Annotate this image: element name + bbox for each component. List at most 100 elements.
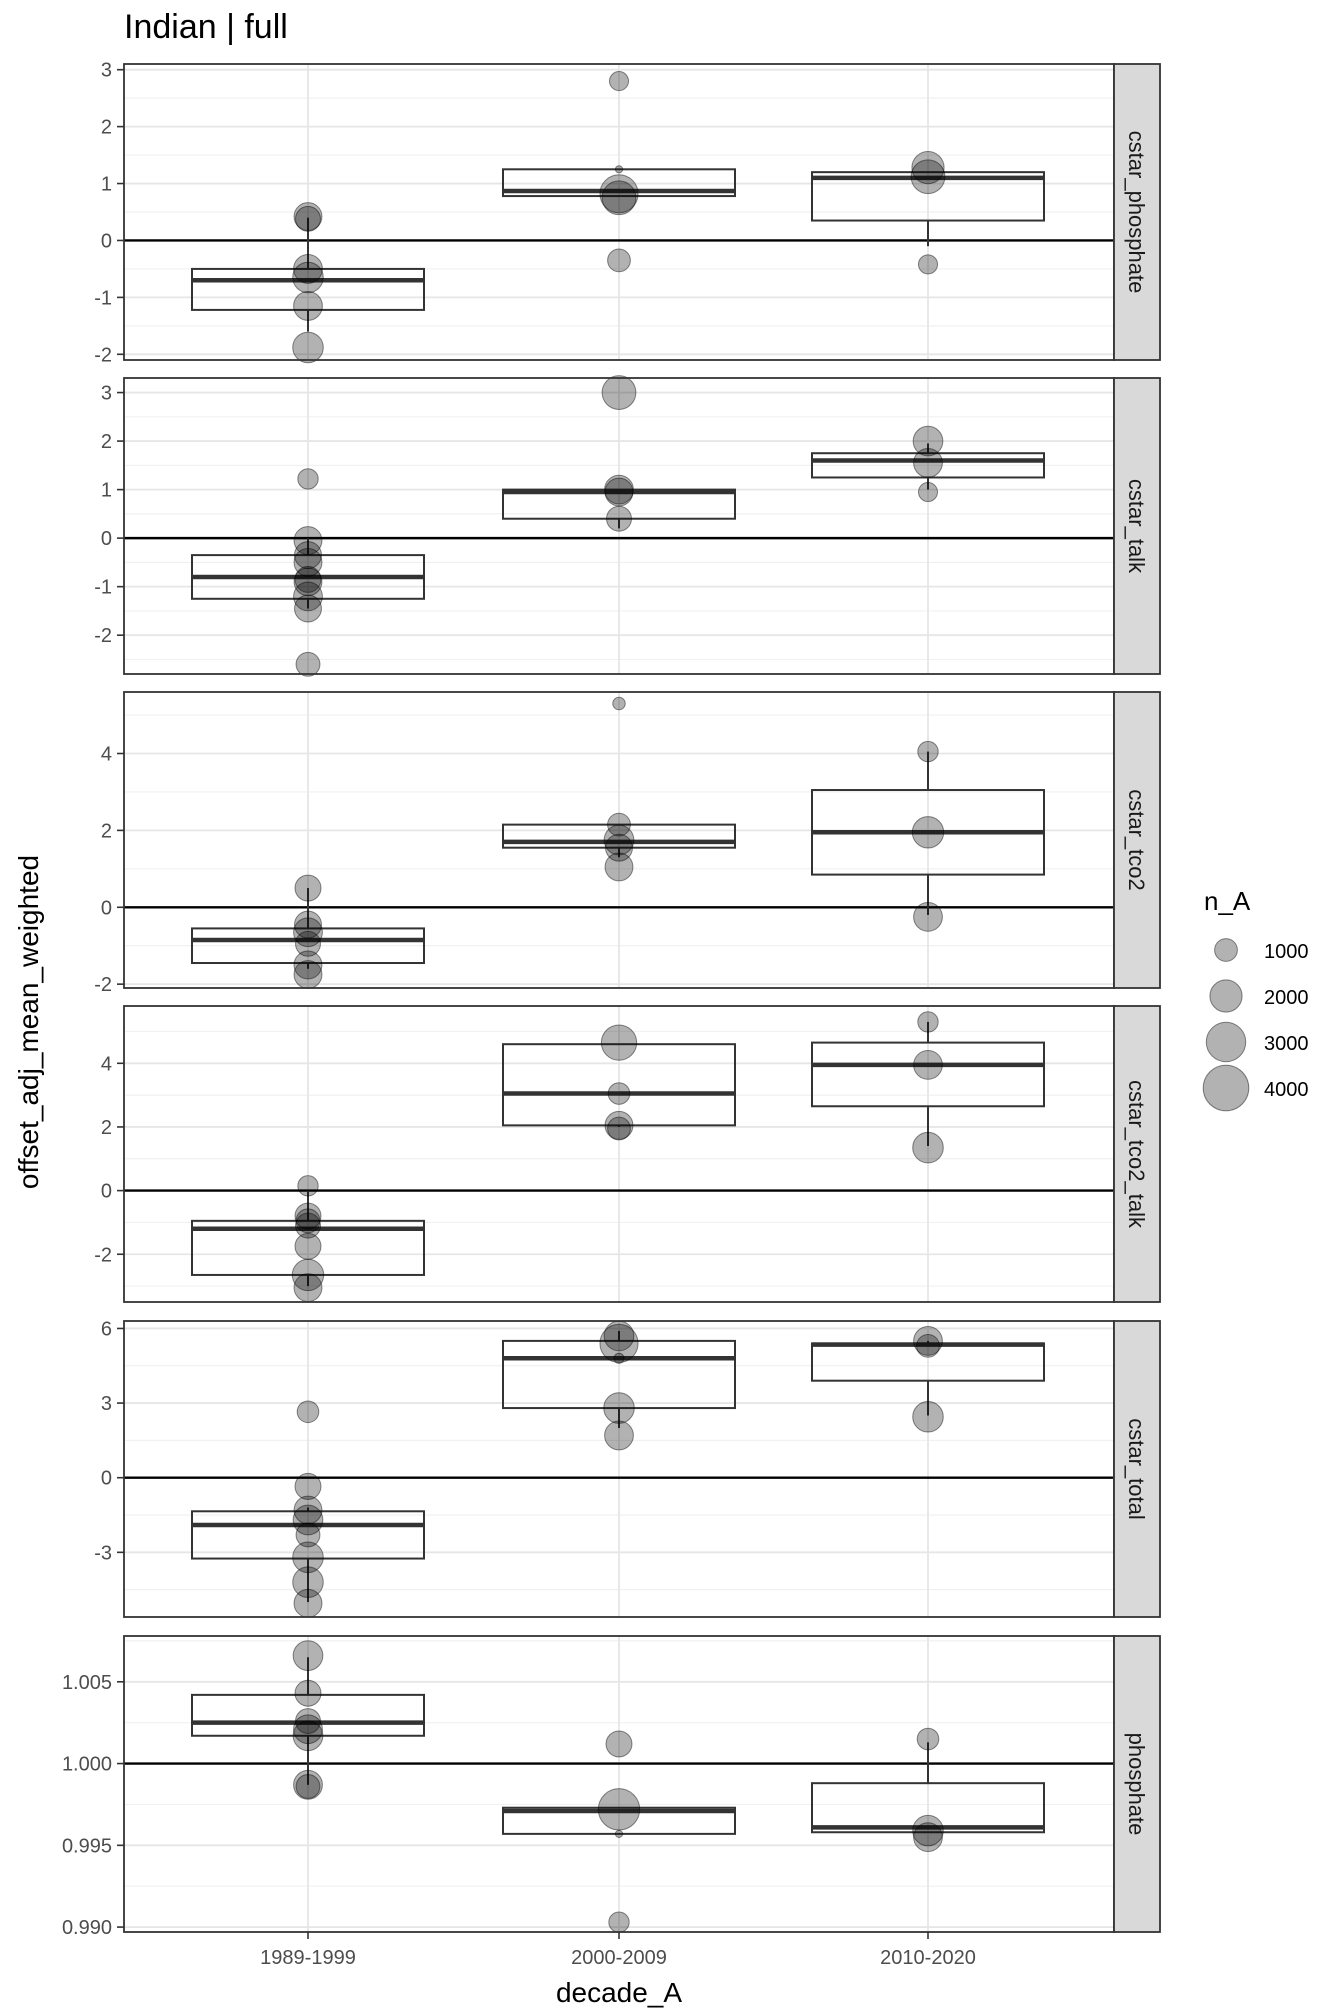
- y-tick-label: 3: [101, 60, 112, 82]
- x-tick-label: 2010-2020: [880, 1947, 976, 1969]
- facet-cstar_tco2_talk: -2 0 2 4 cstar_tco2_talk: [94, 1005, 1161, 1303]
- legend-label: 3000: [1264, 1033, 1309, 1055]
- data-point: [599, 1323, 639, 1363]
- box-1989-1999: [191, 1507, 425, 1603]
- data-point: [293, 1769, 323, 1800]
- data-point: [292, 1720, 324, 1752]
- box-iqr: [502, 1339, 736, 1410]
- box-iqr: [191, 267, 425, 311]
- data-point: [605, 833, 633, 862]
- data-point: [601, 180, 637, 216]
- strip-label: cstar_total: [1124, 1418, 1149, 1520]
- data-point: [294, 1472, 322, 1500]
- strip-label: cstar_tco2_talk: [1124, 1080, 1149, 1229]
- data-point: [607, 1082, 631, 1105]
- y-tick-label: 4: [101, 1053, 112, 1075]
- x-axis-title: decade_A: [556, 1977, 682, 2008]
- box-iqr: [811, 452, 1045, 479]
- data-point: [606, 505, 632, 532]
- x-tick-label: 1989-1999: [260, 1947, 356, 1969]
- facet-cstar_tco2: -2 0 2 4 cstar_tco2: [94, 691, 1161, 996]
- data-point: [292, 1541, 324, 1574]
- data-point: [604, 1420, 634, 1451]
- y-tick-label: 2: [101, 1117, 112, 1139]
- chart-title: Indian | full: [124, 8, 288, 46]
- y-tick-label: 6: [101, 1318, 112, 1340]
- data-point: [294, 1202, 322, 1230]
- box-2010-2020: [811, 1340, 1045, 1416]
- data-point: [295, 1212, 321, 1239]
- data-point: [604, 474, 634, 505]
- data-point: [293, 202, 323, 231]
- y-tick-label: 1: [101, 174, 112, 196]
- facet-cstar_phosphate: -2 -1 0 1 2 3 cstar_phosphate: [94, 60, 1161, 366]
- box-2010-2020: [811, 1021, 1045, 1147]
- strip-background: [1113, 691, 1161, 989]
- data-point: [293, 1588, 323, 1618]
- data-point: [607, 1116, 631, 1141]
- data-point: [291, 1258, 325, 1292]
- strip-label: cstar_phosphate: [1124, 131, 1149, 294]
- data-point: [612, 696, 626, 711]
- y-tick-label: 0: [101, 1468, 112, 1490]
- y-tick-label: 2: [101, 117, 112, 139]
- y-tick-label: -2: [94, 344, 112, 366]
- legend-item-3000: 3000: [1204, 1020, 1309, 1064]
- box-1989-1999: [191, 888, 425, 969]
- y-tick-label: -3: [94, 1542, 112, 1564]
- data-point: [910, 159, 946, 195]
- box-1989-1999: [191, 217, 425, 332]
- box-iqr: [811, 1782, 1045, 1834]
- data-point: [293, 567, 323, 597]
- data-point: [293, 950, 323, 980]
- data-point: [294, 565, 322, 593]
- data-point: [293, 1714, 323, 1745]
- data-point: [913, 448, 943, 478]
- box-1989-1999: [191, 1190, 425, 1287]
- data-point: [294, 594, 322, 623]
- y-tick-label: -2: [94, 1244, 112, 1266]
- data-point: [608, 1911, 630, 1933]
- data-point: [296, 1400, 320, 1424]
- y-tick-label: 0: [101, 897, 112, 919]
- legend-key: [1204, 928, 1248, 972]
- facet-phosphate: 0.990 0.995 1.000 1.005 phosphate: [62, 1635, 1161, 1939]
- legend-label: 4000: [1264, 1079, 1309, 1101]
- legend-item-2000: 2000: [1204, 974, 1309, 1018]
- y-tick-label: 2: [101, 820, 112, 842]
- data-point: [917, 254, 939, 275]
- box-iqr: [811, 171, 1045, 222]
- facet-cstar_talk: -2 -1 0 1 2 3 cstar_talk: [94, 375, 1161, 677]
- data-point: [912, 425, 944, 457]
- y-tick-label: -2: [94, 974, 112, 996]
- data-point: [295, 1522, 321, 1548]
- data-point: [600, 1024, 638, 1061]
- data-point: [913, 1325, 943, 1356]
- data-point: [604, 477, 634, 507]
- data-point: [295, 1774, 321, 1799]
- data-point: [917, 1011, 939, 1033]
- data-point: [607, 248, 631, 273]
- data-point: [608, 71, 630, 92]
- x-tick-label: 2000-2009: [571, 1947, 667, 1969]
- strip-background: [1113, 1320, 1161, 1618]
- data-point: [604, 1110, 634, 1140]
- data-point: [917, 482, 939, 503]
- data-point: [292, 261, 324, 294]
- box-2010-2020: [811, 1742, 1045, 1834]
- facet-cstar_total: -3 0 3 6 cstar_total: [94, 1318, 1161, 1618]
- data-point: [916, 1727, 940, 1751]
- y-tick-label: 1.000: [62, 1754, 112, 1776]
- y-tick-label: 0: [101, 1181, 112, 1203]
- y-tick-label: -1: [94, 287, 112, 309]
- box-1989-1999: [191, 538, 425, 609]
- data-point: [293, 254, 323, 284]
- legend-key: [1204, 974, 1248, 1018]
- data-point: [294, 874, 322, 902]
- data-point: [293, 547, 323, 577]
- y-tick-label: 1.005: [62, 1672, 112, 1694]
- box-2000-2009: [502, 823, 736, 858]
- data-point: [614, 165, 624, 174]
- data-point: [913, 1822, 943, 1853]
